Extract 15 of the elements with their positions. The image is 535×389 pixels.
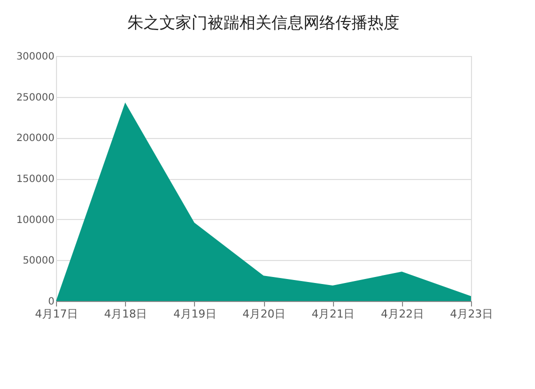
y-tick-label: 200000	[16, 133, 54, 144]
y-tick-label: 300000	[16, 52, 54, 62]
y-tick-label: 100000	[16, 214, 54, 226]
x-tick-label: 4月19日	[173, 308, 216, 320]
chart-title: 朱之文家门被踹相关信息网络传播热度	[128, 13, 400, 32]
x-tick-label: 4月17日	[35, 308, 78, 320]
y-tick-label: 150000	[16, 174, 54, 185]
y-tick-label: 50000	[22, 256, 54, 267]
x-tick-label: 4月20日	[242, 308, 286, 320]
x-tick-label: 4月23日	[450, 308, 493, 320]
y-tick-label: 250000	[16, 92, 54, 104]
x-tick-label: 4月22日	[380, 308, 424, 320]
y-tick-label: 0	[48, 296, 54, 308]
x-tick-label: 4月18日	[104, 308, 148, 320]
x-tick-label: 4月21日	[312, 308, 355, 320]
